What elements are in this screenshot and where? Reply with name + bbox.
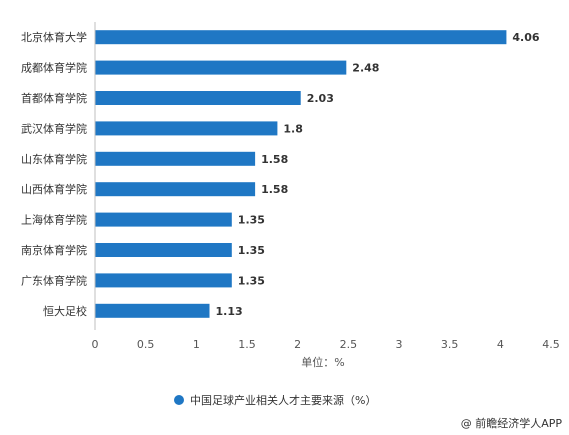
x-tick-label: 2.5 <box>340 338 358 351</box>
value-label: 2.03 <box>307 92 334 105</box>
value-labels: 4.06 2.48 2.03 1.8 1.58 1.58 1.35 1.35 1.35 1.13 <box>216 31 540 318</box>
x-axis-title: 单位：% <box>301 355 344 369</box>
category-label: 北京体育大学 <box>21 30 87 44</box>
source-credit: @ 前瞻经济学人APP <box>461 416 563 430</box>
bar <box>95 60 347 75</box>
x-tick-label: 4 <box>497 338 504 351</box>
value-label: 1.8 <box>283 122 303 135</box>
x-tick-label: 0 <box>92 338 99 351</box>
bar <box>95 30 507 45</box>
legend-marker <box>174 395 184 405</box>
category-label: 山西体育学院 <box>21 182 87 196</box>
x-tick-labels: 0 0.5 1 1.5 2 2.5 3 3.5 4 4.5 <box>92 338 560 351</box>
category-label: 恒大足校 <box>43 304 87 318</box>
category-label: 山东体育学院 <box>21 152 87 166</box>
bars <box>95 30 507 318</box>
bar <box>95 273 232 288</box>
x-tick-label: 1 <box>193 338 200 351</box>
category-label: 南京体育学院 <box>21 243 87 257</box>
category-label: 上海体育学院 <box>21 213 87 227</box>
bar <box>95 212 232 227</box>
x-tick-label: 4.5 <box>542 338 560 351</box>
bar <box>95 182 256 197</box>
x-tick-label: 2 <box>294 338 301 351</box>
bar <box>95 243 232 257</box>
value-label: 1.35 <box>238 214 265 227</box>
x-tick-label: 3.5 <box>441 338 459 351</box>
bar <box>95 151 256 166</box>
bar <box>95 303 210 318</box>
category-label: 首都体育学院 <box>21 91 87 105</box>
value-label: 2.48 <box>352 62 379 75</box>
legend: 中国足球产业相关人才主要来源（%） <box>174 393 376 407</box>
category-label: 武汉体育学院 <box>21 121 87 135</box>
category-label: 广东体育学院 <box>21 273 87 287</box>
x-tick-label: 0.5 <box>137 338 155 351</box>
category-label: 成都体育学院 <box>21 61 87 75</box>
value-label: 1.35 <box>238 274 265 287</box>
value-label: 1.58 <box>261 183 288 196</box>
value-label: 1.13 <box>216 305 243 318</box>
value-label: 4.06 <box>512 31 539 44</box>
legend-label: 中国足球产业相关人才主要来源（%） <box>190 393 376 407</box>
category-labels: 北京体育大学成都体育学院首都体育学院武汉体育学院山东体育学院山西体育学院上海体育… <box>21 30 87 318</box>
bar <box>95 121 278 136</box>
x-tick-label: 3 <box>396 338 403 351</box>
value-label: 1.58 <box>261 153 288 166</box>
value-label: 1.35 <box>238 244 265 257</box>
bar <box>95 91 301 105</box>
x-tick-label: 1.5 <box>238 338 256 351</box>
